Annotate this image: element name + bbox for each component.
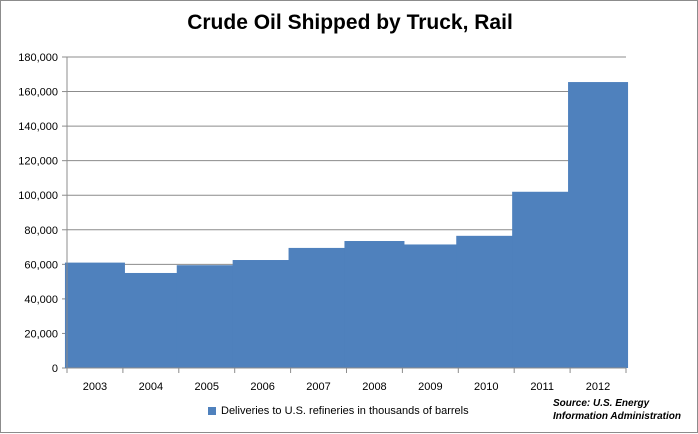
legend-label: Deliveries to U.S. refineries in thousan…: [221, 405, 469, 417]
y-tick-label: 160,000: [18, 87, 58, 99]
source-line-2: Information Administration: [553, 411, 681, 422]
bar-2012: [568, 82, 629, 368]
y-tick-label: 140,000: [18, 121, 58, 133]
bar-2007: [288, 247, 349, 368]
axes: [66, 57, 626, 369]
bar-2011: [512, 191, 573, 368]
x-tick-label: 2005: [195, 381, 219, 393]
y-tick-label: 180,000: [18, 52, 58, 64]
legend: Deliveries to U.S. refineries in thousan…: [208, 405, 469, 417]
source-line-1: Source: U.S. Energy: [553, 398, 650, 409]
x-tick-label: 2003: [83, 381, 107, 393]
bar-2006: [232, 260, 293, 368]
y-tick-label: 120,000: [18, 156, 58, 168]
y-tick-label: 40,000: [24, 294, 58, 306]
x-tick-label: 2006: [250, 381, 274, 393]
x-tick-label: 2009: [418, 381, 442, 393]
x-tick-label: 2007: [306, 381, 330, 393]
y-tick-label: 60,000: [24, 259, 58, 271]
bar-2004: [120, 272, 181, 368]
x-tick-label: 2008: [362, 381, 386, 393]
bar-2005: [176, 265, 237, 368]
x-tick-label: 2004: [139, 381, 163, 393]
bar-2010: [456, 235, 517, 368]
bar-2009: [400, 244, 461, 368]
x-tick-label: 2012: [586, 381, 610, 393]
x-axis-ticks: 2003 2004 2005 2006 2007 2008 2009 2010 2011 2012: [66, 368, 627, 393]
source-note: Source: U.S. Energy Information Administ…: [553, 397, 681, 423]
bar-2008: [344, 241, 405, 368]
y-tick-label: 100,000: [18, 190, 58, 202]
y-tick-label: 0: [52, 363, 58, 375]
bar-2003: [64, 262, 125, 368]
x-tick-label: 2011: [530, 381, 554, 393]
legend-swatch: [208, 407, 216, 415]
chart-title: Crude Oil Shipped by Truck, Rail: [187, 11, 513, 34]
bars: [64, 82, 629, 368]
y-axis-ticks: 0 20,000 40,000 60,000 80,000 100,000 120,000 1…: [18, 52, 67, 375]
y-tick-label: 80,000: [24, 225, 58, 237]
x-tick-label: 2010: [474, 381, 498, 393]
y-tick-label: 20,000: [24, 328, 58, 340]
